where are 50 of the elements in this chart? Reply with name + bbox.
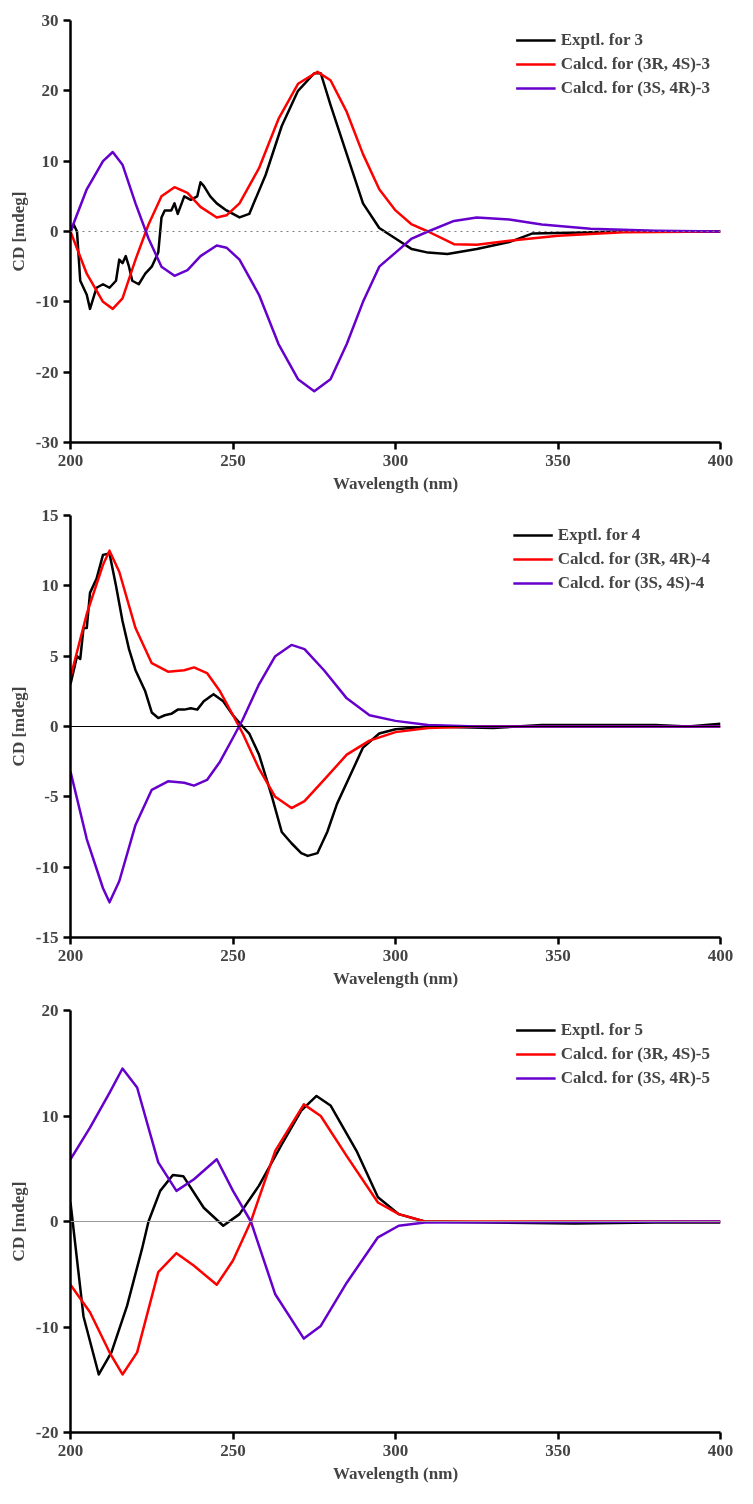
legend-label: Calcd. for (3R, 4S)-5 [560,1044,710,1064]
legend-label: Calcd. for (3S, 4R)-5 [560,1068,710,1088]
y-tick-label: 0 [50,717,59,736]
legend-label: Exptl. for 3 [560,30,643,50]
line-series [70,150,721,393]
y-tick-label: 15 [41,506,59,525]
legend-label: Exptl. for 5 [560,1020,643,1040]
y-tick-label: -10 [35,1317,59,1337]
legend-label: Calcd. for (3S, 4R)-3 [560,78,710,98]
y-tick-label: 20 [41,1001,59,1020]
y-tick-label: -30 [35,433,59,452]
y-tick-label: 0 [50,222,59,241]
x-tick-label: 200 [57,1440,84,1460]
y-tick-label: 30 [41,11,59,30]
y-tick-label: -10 [35,292,59,312]
x-tick-label: 350 [545,945,571,965]
y-axis-title: CD [mdeg] [8,686,28,767]
x-tick-label: 250 [220,450,246,470]
x-tick-label: 250 [220,1440,246,1460]
x-tick-label: 400 [707,1440,734,1460]
x-tick-label: 350 [545,1440,571,1460]
x-tick-label: 350 [545,450,571,470]
x-tick-label: 200 [57,945,84,965]
x-tick-label: 300 [382,945,409,965]
y-tick-label: 10 [41,151,59,171]
x-tick-label: 400 [707,945,734,965]
x-axis-title: Wavelength (nm) [332,473,459,493]
x-tick-label: 250 [220,945,246,965]
x-tick-label: 400 [707,450,734,470]
y-tick-label: 5 [50,646,59,666]
y-tick-label: -20 [35,362,59,382]
legend-label: Calcd. for (3S, 4S)-4 [557,573,705,593]
y-tick-label: 10 [41,1106,59,1126]
y-tick-label: 10 [41,576,59,596]
x-axis-title: Wavelength (nm) [332,968,459,988]
y-tick-label: 20 [41,81,59,101]
y-tick-label: -10 [35,857,59,877]
legend-label: Calcd. for (3R, 4S)-3 [560,54,710,74]
y-tick-label: 0 [50,1212,59,1231]
x-tick-label: 300 [382,1440,409,1460]
legend-label: Exptl. for 4 [557,525,641,545]
x-tick-label: 200 [57,450,84,470]
y-axis-title: CD [mdeg] [8,191,28,272]
y-tick-label: -5 [44,787,59,807]
x-tick-label: 300 [382,450,409,470]
y-tick-label: -15 [35,928,59,947]
x-axis-title: Wavelength (nm) [332,1463,459,1483]
y-tick-label: -20 [35,1423,59,1442]
y-axis-title: CD [mdeg] [8,1181,28,1262]
legend-label: Calcd. for (3R, 4R)-4 [557,549,710,569]
